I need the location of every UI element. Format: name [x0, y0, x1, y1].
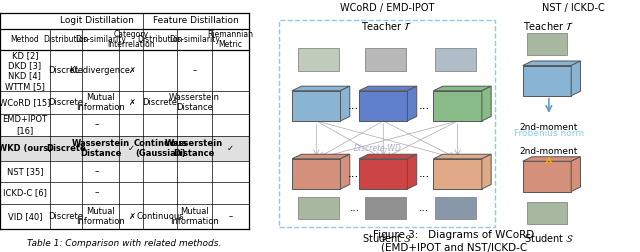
Text: Method: Method	[10, 35, 39, 44]
Text: ...: ...	[419, 203, 429, 213]
Text: 2nd-moment: 2nd-moment	[520, 147, 578, 156]
Text: Category
Interrelation: Category Interrelation	[108, 30, 155, 49]
Text: WKD (ours): WKD (ours)	[0, 144, 52, 153]
Text: Figure 3:   Diagrams of WCoRD
(EMD+IPOT and NST/ICKD-C: Figure 3: Diagrams of WCoRD (EMD+IPOT an…	[373, 230, 534, 252]
Text: Teacher $\mathcal{T}$: Teacher $\mathcal{T}$	[361, 20, 413, 33]
Bar	[298, 48, 339, 71]
Polygon shape	[292, 154, 350, 159]
Polygon shape	[571, 61, 580, 96]
Polygon shape	[482, 86, 491, 121]
Polygon shape	[408, 154, 417, 189]
Text: ...: ...	[350, 203, 360, 213]
Polygon shape	[571, 157, 580, 192]
Text: Discrete: Discrete	[48, 212, 83, 221]
Text: –: –	[228, 212, 232, 221]
Text: –: –	[94, 121, 99, 130]
Text: ...: ...	[419, 167, 430, 180]
Bar	[292, 91, 340, 121]
Text: ...: ...	[419, 99, 430, 112]
Text: Dis-similarity: Dis-similarity	[169, 35, 220, 44]
Text: Table 1: Comparison with related methods.: Table 1: Comparison with related methods…	[28, 239, 222, 248]
Text: Feature Distillation: Feature Distillation	[154, 16, 239, 25]
Polygon shape	[523, 157, 580, 161]
Text: NST [35]: NST [35]	[6, 167, 43, 176]
Text: ICKD-C [6]: ICKD-C [6]	[3, 188, 47, 197]
Bar	[527, 202, 568, 224]
Text: Frobenius norm: Frobenius norm	[514, 129, 584, 138]
Text: Teacher $\mathcal{T}$: Teacher $\mathcal{T}$	[523, 20, 575, 33]
Text: NST / ICKD-C: NST / ICKD-C	[541, 3, 604, 13]
Text: WCoRD [15]: WCoRD [15]	[0, 98, 51, 107]
Text: Wasserstein
Distance: Wasserstein Distance	[169, 93, 220, 112]
Text: ✗: ✗	[128, 212, 135, 221]
Text: Discrete: Discrete	[48, 98, 83, 107]
Text: Dis-similarity: Dis-similarity	[75, 35, 126, 44]
Text: EMD+IPOT
[16]: EMD+IPOT [16]	[2, 115, 47, 135]
Polygon shape	[433, 154, 491, 159]
Text: ✓: ✓	[227, 144, 234, 153]
Text: Logit Distillation: Logit Distillation	[60, 16, 133, 25]
Text: Continuous
(Gaussian): Continuous (Gaussian)	[133, 139, 187, 158]
Text: ✗: ✗	[128, 66, 135, 75]
Polygon shape	[482, 154, 491, 189]
Text: Wasserstein
Distance: Wasserstein Distance	[165, 139, 223, 158]
Text: Discrete: Discrete	[46, 144, 86, 153]
Bar	[0, 136, 249, 161]
Bar	[298, 197, 339, 219]
Text: Discrete: Discrete	[48, 66, 83, 75]
Polygon shape	[359, 154, 417, 159]
Bar	[523, 66, 571, 96]
Polygon shape	[340, 154, 350, 189]
Text: Wasserstein
Distance: Wasserstein Distance	[72, 139, 129, 158]
Text: Mutual
Information: Mutual Information	[76, 207, 125, 226]
Text: –: –	[94, 188, 99, 197]
Bar	[435, 197, 476, 219]
Text: ...: ...	[348, 167, 359, 180]
Text: Discrete: Discrete	[143, 98, 177, 107]
Text: Riemannian
Metric: Riemannian Metric	[207, 30, 253, 49]
Polygon shape	[340, 86, 350, 121]
Text: Distribution: Distribution	[43, 35, 88, 44]
Text: Student $\mathcal{S}$: Student $\mathcal{S}$	[362, 232, 412, 244]
Bar	[359, 91, 408, 121]
Bar	[433, 91, 482, 121]
Text: Mutual
Information: Mutual Information	[76, 93, 125, 112]
Polygon shape	[523, 61, 580, 66]
Text: ...: ...	[348, 99, 359, 112]
Text: Continuous: Continuous	[136, 212, 184, 221]
Text: VID [40]: VID [40]	[8, 212, 42, 221]
Polygon shape	[359, 86, 417, 91]
Text: ✓: ✓	[128, 144, 135, 153]
Text: ✗: ✗	[128, 98, 135, 107]
Text: –: –	[192, 66, 196, 75]
Bar	[435, 48, 476, 71]
Text: Mutual
Information: Mutual Information	[170, 207, 219, 226]
Bar	[292, 159, 340, 189]
Text: KL divergence: KL divergence	[70, 66, 131, 75]
Bar	[359, 159, 408, 189]
Text: WCoRD / EMD-IPOT: WCoRD / EMD-IPOT	[340, 3, 434, 13]
Text: Distribution: Distribution	[138, 35, 183, 44]
Bar	[527, 33, 568, 55]
Bar	[523, 161, 571, 192]
Polygon shape	[408, 86, 417, 121]
Text: Student $\mathcal{S}$: Student $\mathcal{S}$	[524, 232, 574, 244]
Text: 2nd-moment: 2nd-moment	[520, 123, 578, 133]
Bar	[433, 159, 482, 189]
Bar	[365, 197, 406, 219]
Bar	[365, 48, 406, 71]
Text: –: –	[94, 167, 99, 176]
Polygon shape	[433, 86, 491, 91]
Text: KD [2]
DKD [3]
NKD [4]
WTTM [5]: KD [2] DKD [3] NKD [4] WTTM [5]	[5, 51, 45, 91]
Polygon shape	[292, 86, 350, 91]
Text: Discrete-WD: Discrete-WD	[354, 144, 402, 153]
